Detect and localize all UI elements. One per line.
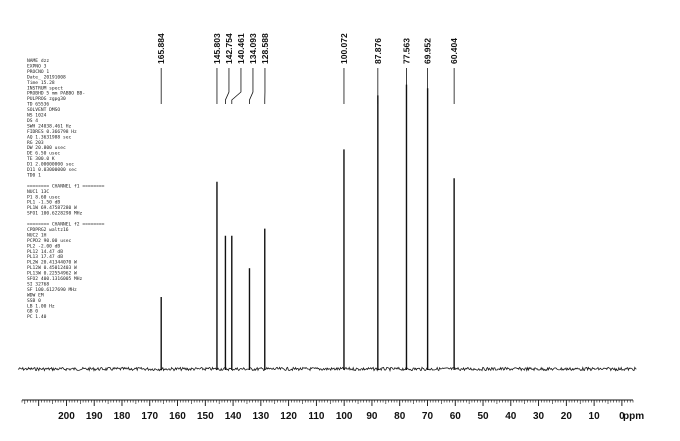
- parameter-line: P1 8.60 usec: [27, 194, 60, 200]
- x-tick-label: 180: [114, 411, 131, 422]
- spectrum-baseline: [17, 366, 637, 372]
- parameter-line: NUC2 1H: [27, 232, 47, 238]
- parameter-line: WDW EM: [27, 292, 44, 298]
- parameter-line: SFO1 100.6228298 MHz: [27, 211, 83, 217]
- parameter-line: SI 32768: [27, 281, 49, 287]
- parameter-line: SFO2 400.1316005 MHz: [27, 276, 83, 282]
- parameter-line: SF 100.6127690 MHz: [27, 287, 77, 293]
- parameter-line: Time 15.28: [27, 80, 55, 86]
- parameter-line: PL1W 69.47587280 W: [27, 205, 77, 211]
- parameter-line: TD 65536: [27, 102, 49, 108]
- parameter-line: ======== CHANNEL f1 ========: [27, 183, 105, 189]
- x-tick-label: 80: [394, 411, 406, 422]
- x-tick-label: 160: [169, 411, 186, 422]
- parameter-line: DS 4: [27, 118, 38, 124]
- x-tick-label: 190: [86, 411, 103, 422]
- parameter-line: NAME dzz: [27, 58, 49, 64]
- parameter-line: PL13W 0.22554962 W: [27, 271, 77, 277]
- parameter-line: PL12 14.47 dB: [27, 249, 63, 255]
- parameter-line: SSB 0: [27, 298, 41, 304]
- peak-label: 142.754: [224, 33, 234, 64]
- peak-label-connector: [231, 68, 242, 104]
- parameter-line: GB 0: [27, 309, 38, 315]
- x-tick-label: 30: [533, 411, 545, 422]
- parameter-line: PC 1.40: [27, 314, 47, 320]
- parameter-line: PCPD2 90.00 usec: [27, 238, 71, 244]
- x-tick-label: 10: [589, 411, 601, 422]
- parameter-line: DW 20.800 usec: [27, 145, 66, 151]
- x-tick-label: 60: [450, 411, 462, 422]
- x-tick-label: 200: [58, 411, 75, 422]
- parameter-line: TE 300.0 K: [27, 156, 55, 162]
- parameter-line: FIDRES 0.366798 Hz: [27, 129, 77, 135]
- parameter-line: AQ 1.3631988 sec: [27, 134, 71, 140]
- parameter-line: SOLVENT DMSO: [27, 107, 60, 113]
- parameter-line: PL1 -1.50 dB: [27, 200, 60, 206]
- x-tick-label: 40: [505, 411, 517, 422]
- peak-label: 140.461: [236, 33, 246, 64]
- parameter-line: PL13 17.47 dB: [27, 254, 63, 260]
- x-tick-label: 170: [141, 411, 158, 422]
- peak-label: 145.803: [212, 33, 222, 64]
- x-axis: 200 190 180 170 160 150 140 130 120 110 100 90 80 70 6…: [21, 399, 634, 422]
- parameter-line: TD0 1: [27, 172, 41, 178]
- peak-label: 100.072: [339, 33, 349, 64]
- x-tick-label: 150: [197, 411, 214, 422]
- x-tick-label: 20: [561, 411, 573, 422]
- peak-label: 134.093: [248, 33, 258, 64]
- parameter-line: D11 0.03000000 sec: [27, 167, 77, 173]
- parameter-line: CPDPRG2 waltz16: [27, 227, 69, 233]
- parameter-line: PROCNO 1: [27, 69, 49, 75]
- x-tick-label: 90: [366, 411, 378, 422]
- peak-label: 77.563: [401, 38, 411, 64]
- peaks-layer: [160, 84, 455, 370]
- parameter-line: PL2W 20.41344070 W: [27, 260, 77, 266]
- parameter-line: Date_ 20191008: [27, 74, 66, 80]
- parameter-line: EXPNO 3: [27, 63, 47, 69]
- peak-label: 69.952: [423, 38, 433, 64]
- parameter-line: LB 1.00 Hz: [27, 303, 55, 309]
- x-tick-label: 70: [422, 411, 434, 422]
- parameter-line: PULPROG zgpg30: [27, 96, 66, 102]
- x-axis-label: ppm: [623, 411, 644, 422]
- parameter-line: SWH 24038.461 Hz: [27, 123, 71, 129]
- parameter-line: NS 1024: [27, 113, 47, 119]
- peak-label-connector: [225, 68, 230, 104]
- peak-label: 87.876: [373, 38, 383, 64]
- x-tick-label: 110: [308, 411, 325, 422]
- parameter-line: D1 2.00000000 sec: [27, 162, 74, 168]
- peak-label: 128.588: [260, 33, 270, 64]
- parameter-line: DE 6.50 usec: [27, 151, 60, 157]
- parameter-line: PROBHD 5 mm PABBO BB-: [27, 91, 85, 97]
- x-tick-label: 50: [477, 411, 489, 422]
- x-tick-label: 130: [253, 411, 270, 422]
- peak-label: 60.404: [449, 38, 459, 64]
- x-tick-label: 120: [280, 411, 297, 422]
- parameter-line: PL2 -2.00 dB: [27, 243, 60, 249]
- peak-labels-layer: 165.884 145.803 142.754 140.461 134.093 128.5…: [156, 33, 459, 104]
- peak-label-connector: [249, 68, 254, 104]
- x-tick-label: 0: [619, 411, 625, 422]
- parameter-line: RG 203: [27, 140, 44, 146]
- x-tick-label: 140: [225, 411, 242, 422]
- parameter-line: INSTRUM spect: [27, 85, 63, 91]
- parameter-line: NUC1 13C: [27, 189, 49, 195]
- spectrum-baseline-layer: [17, 366, 637, 372]
- parameter-line: ======== CHANNEL f2 ========: [27, 222, 105, 228]
- parameter-line: PL12W 0.45012403 W: [27, 265, 77, 271]
- peak-label: 165.884: [156, 33, 166, 64]
- x-tick-label: 100: [336, 411, 353, 422]
